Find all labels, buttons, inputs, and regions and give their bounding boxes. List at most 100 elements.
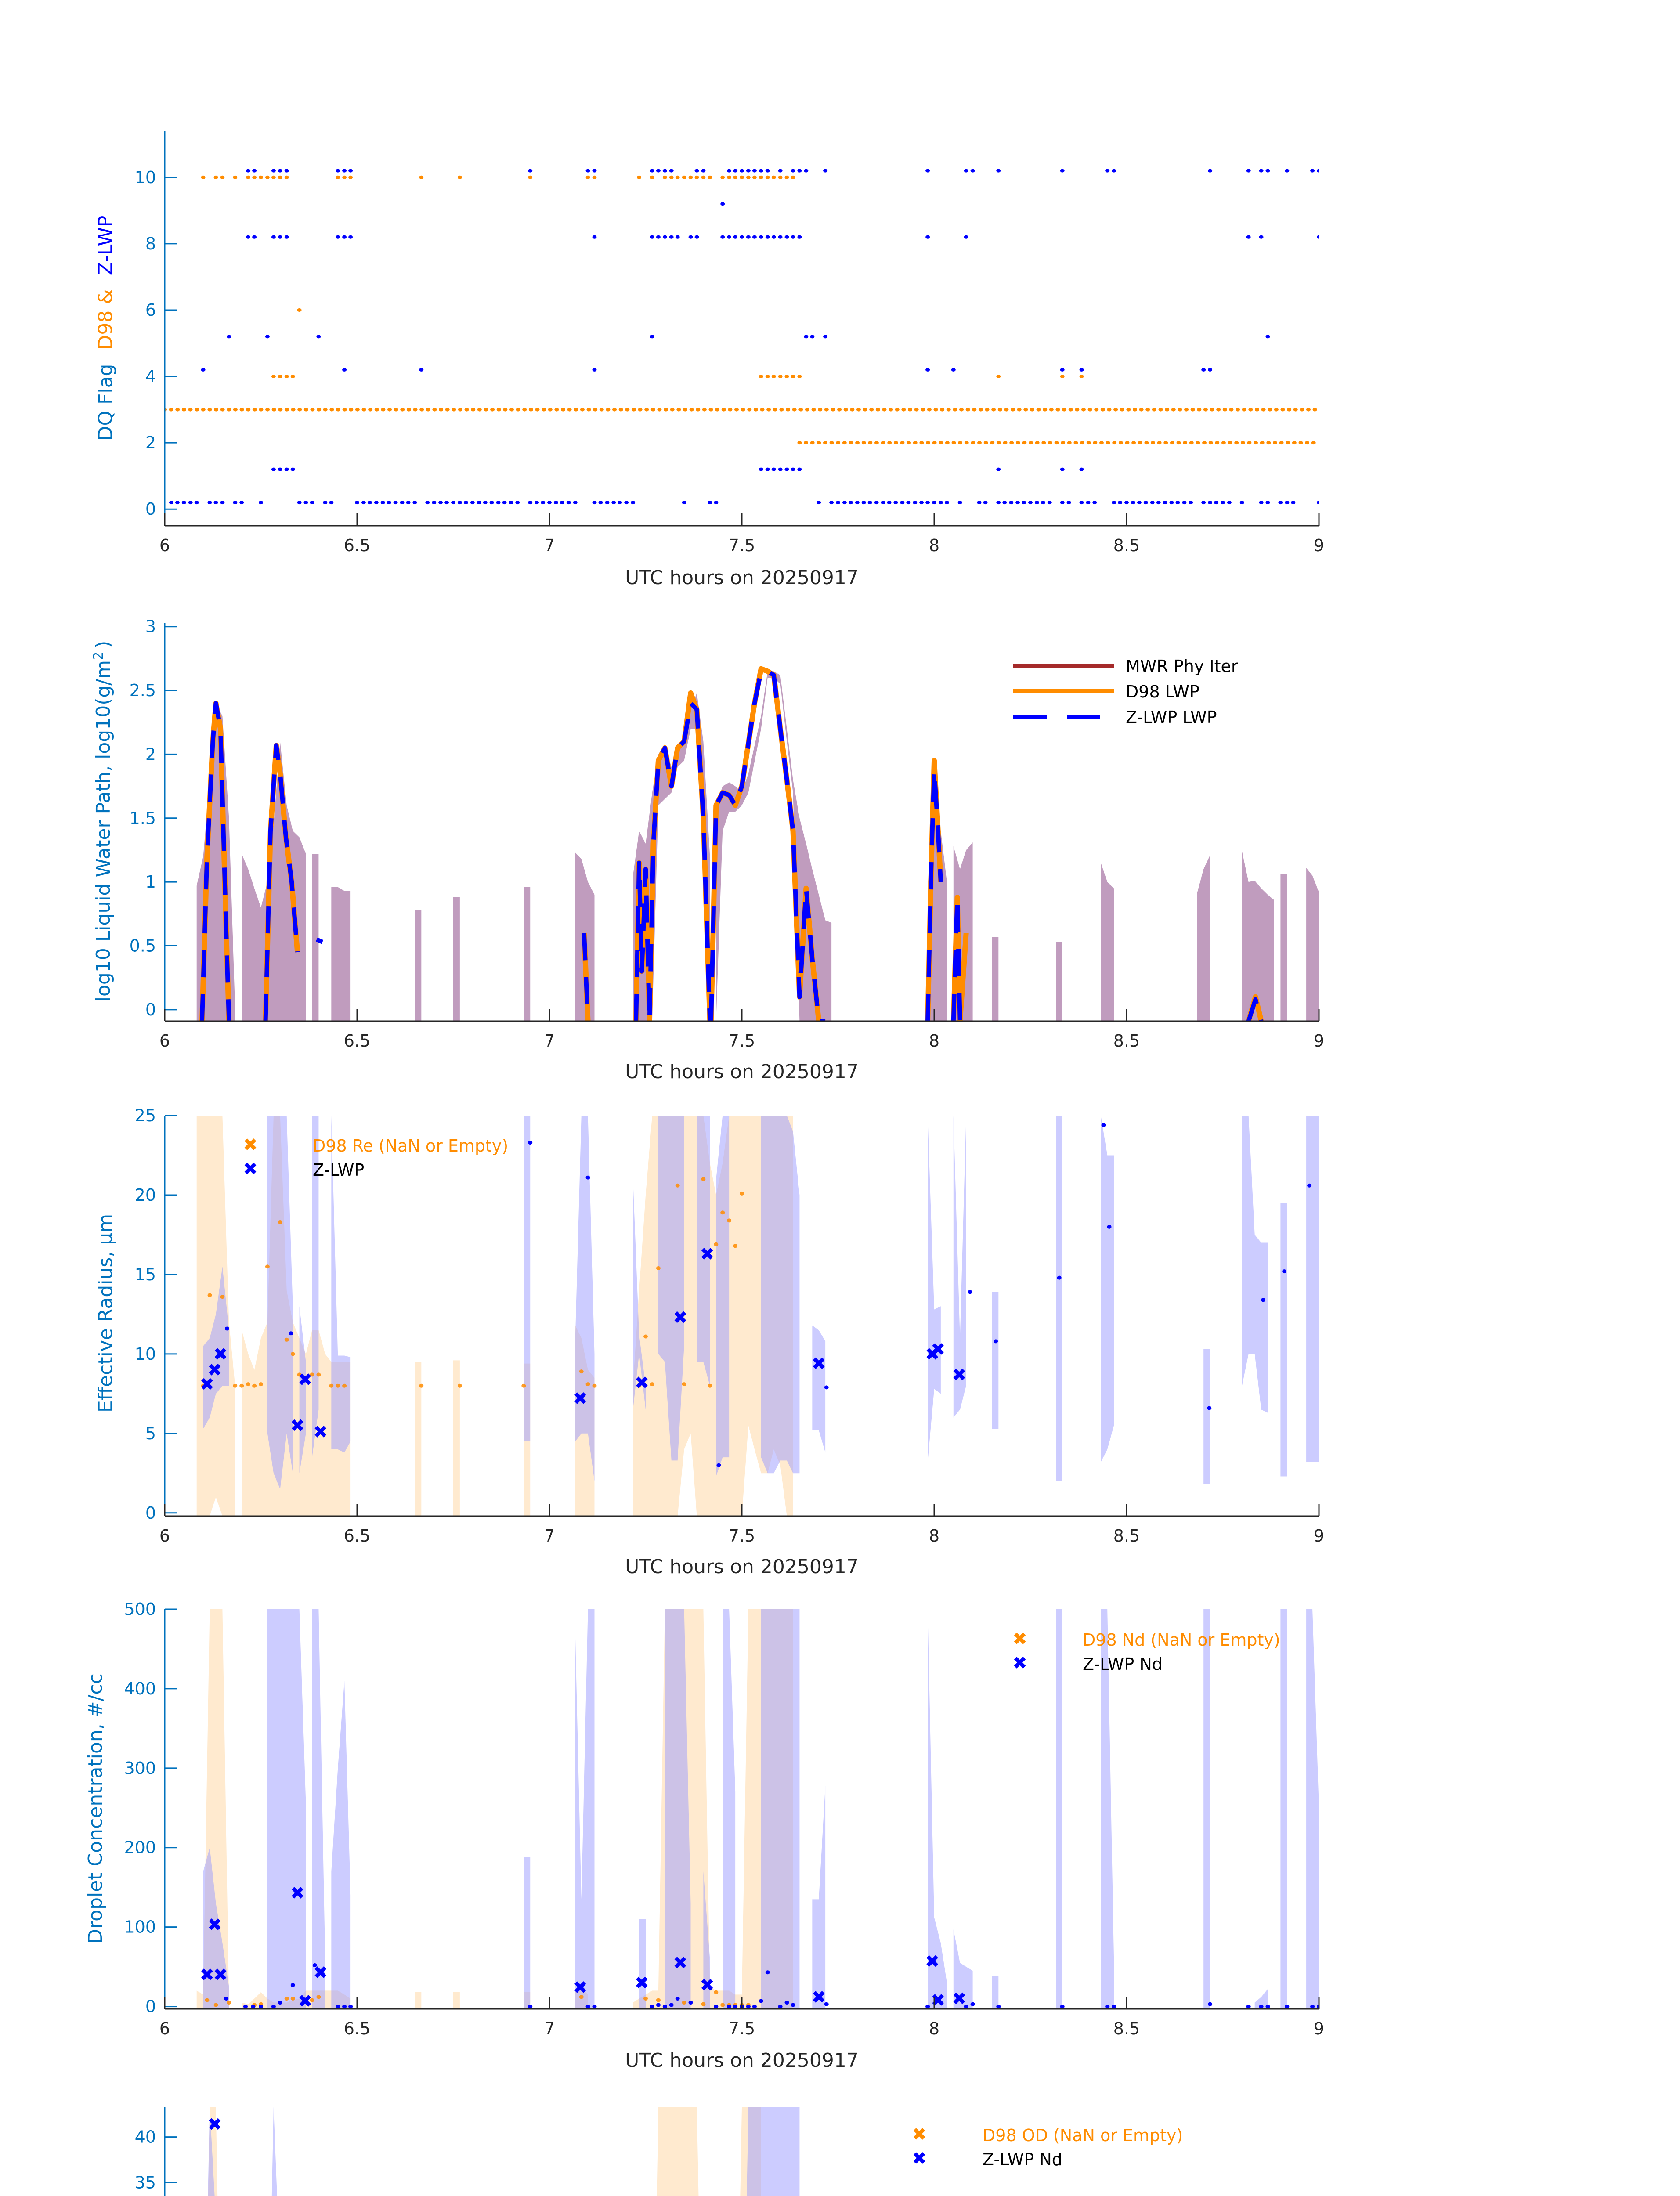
data-point [239, 501, 244, 505]
data-point [1259, 2005, 1264, 2009]
data-point [727, 1218, 732, 1223]
data-point-x-marker: ✖ [952, 1365, 967, 1385]
data-point [1207, 1406, 1212, 1410]
data-point [701, 2002, 706, 2006]
data-point [246, 169, 251, 173]
data-point [224, 1326, 229, 1331]
data-point [297, 501, 302, 505]
data-point [259, 1382, 263, 1387]
data-point [1004, 408, 1009, 412]
data-point [1036, 408, 1041, 412]
data-point [733, 2005, 738, 2009]
data-point [1079, 368, 1084, 372]
data-point [1236, 408, 1240, 412]
data-point [752, 2005, 757, 2009]
y-tick-label: 0 [145, 1000, 156, 1019]
data-point [1143, 501, 1148, 505]
data-point [797, 235, 802, 239]
data-point [797, 375, 802, 379]
data-point [1022, 501, 1026, 505]
data-point [676, 408, 681, 412]
data-point [1208, 2002, 1213, 2006]
data-point [778, 175, 783, 179]
data-point [765, 375, 770, 379]
data-point [542, 408, 546, 412]
data-point-x-marker: ✖ [925, 1344, 940, 1365]
data-point [1133, 408, 1138, 412]
axes: 051015202530354066.577.588.59 [135, 2107, 1319, 2196]
data-point [727, 235, 732, 239]
data-point [919, 441, 924, 445]
data-point [810, 335, 815, 339]
data-point [336, 169, 340, 173]
y-tick-label: 2 [145, 744, 156, 764]
data-point [784, 2001, 789, 2005]
data-point [701, 1177, 706, 1181]
data-point [252, 169, 257, 173]
data-point [843, 408, 848, 412]
y-tick-label: 4 [145, 367, 156, 386]
data-point [1311, 441, 1316, 445]
lwp-uncertainty-band [1101, 863, 1114, 1021]
zlwp-uncertainty-band [665, 1609, 691, 2009]
data-point [1009, 501, 1014, 505]
data-point [708, 175, 712, 179]
data-point [746, 175, 751, 179]
data-point [1113, 408, 1118, 412]
data-point [887, 501, 892, 505]
data-point [220, 1295, 225, 1299]
data-point [290, 375, 295, 379]
data-point [516, 408, 520, 412]
data-point [1068, 408, 1073, 412]
zlwp-uncertainty-band [1242, 1116, 1268, 1413]
data-point [1139, 408, 1144, 412]
x-tick-label: 6 [159, 1031, 170, 1051]
d98-uncertainty-band [415, 1992, 422, 2009]
data-point [900, 501, 905, 505]
data-point [592, 501, 597, 505]
data-point [284, 175, 289, 179]
data-point [669, 169, 674, 173]
data-point [1144, 441, 1149, 445]
y-axis-label: Effective Radius, μm [94, 1214, 117, 1412]
x-tick-label: 9 [1314, 1526, 1324, 1546]
x-tick-label: 7 [544, 2019, 555, 2038]
data-point [797, 441, 802, 445]
zlwp-uncertainty-band [639, 1919, 646, 2009]
data-point-x-marker: ✖ [313, 1422, 328, 1442]
y-tick-label: 0 [145, 499, 156, 519]
marks [196, 666, 1319, 1021]
legend-marker-zlwp: ✖ [243, 1159, 258, 1179]
data-point [797, 169, 802, 173]
zlwp-uncertainty-band [312, 1609, 325, 2009]
data-point [457, 175, 462, 179]
data-point [836, 501, 840, 505]
axes: 0 5 10 15 20 25 6 6.5 7 7.5 8 8.5 9 [135, 1106, 1324, 1546]
legend-label-d98: D98 Re (NaN or Empty) [313, 1136, 508, 1156]
data-point [496, 408, 501, 412]
data-point [965, 408, 970, 412]
lwp-uncertainty-band [1280, 874, 1287, 1021]
data-point [817, 441, 821, 445]
data-point [951, 368, 956, 372]
data-point [1073, 441, 1078, 445]
data-point [932, 501, 936, 505]
data-point [233, 1383, 238, 1388]
data-point [278, 408, 283, 412]
data-point [919, 501, 924, 505]
data-point [509, 408, 514, 412]
data-point [381, 408, 386, 412]
data-point [983, 441, 988, 445]
data-point [1234, 441, 1239, 445]
data-point [688, 175, 693, 179]
zlwp-uncertainty-band [267, 1609, 306, 2009]
data-point [1093, 441, 1098, 445]
data-point [303, 501, 308, 505]
data-point [765, 467, 770, 471]
data-point [515, 501, 520, 505]
data-point [477, 501, 481, 505]
data-point [778, 235, 783, 239]
data-point [224, 1996, 229, 2001]
data-point [528, 169, 533, 173]
